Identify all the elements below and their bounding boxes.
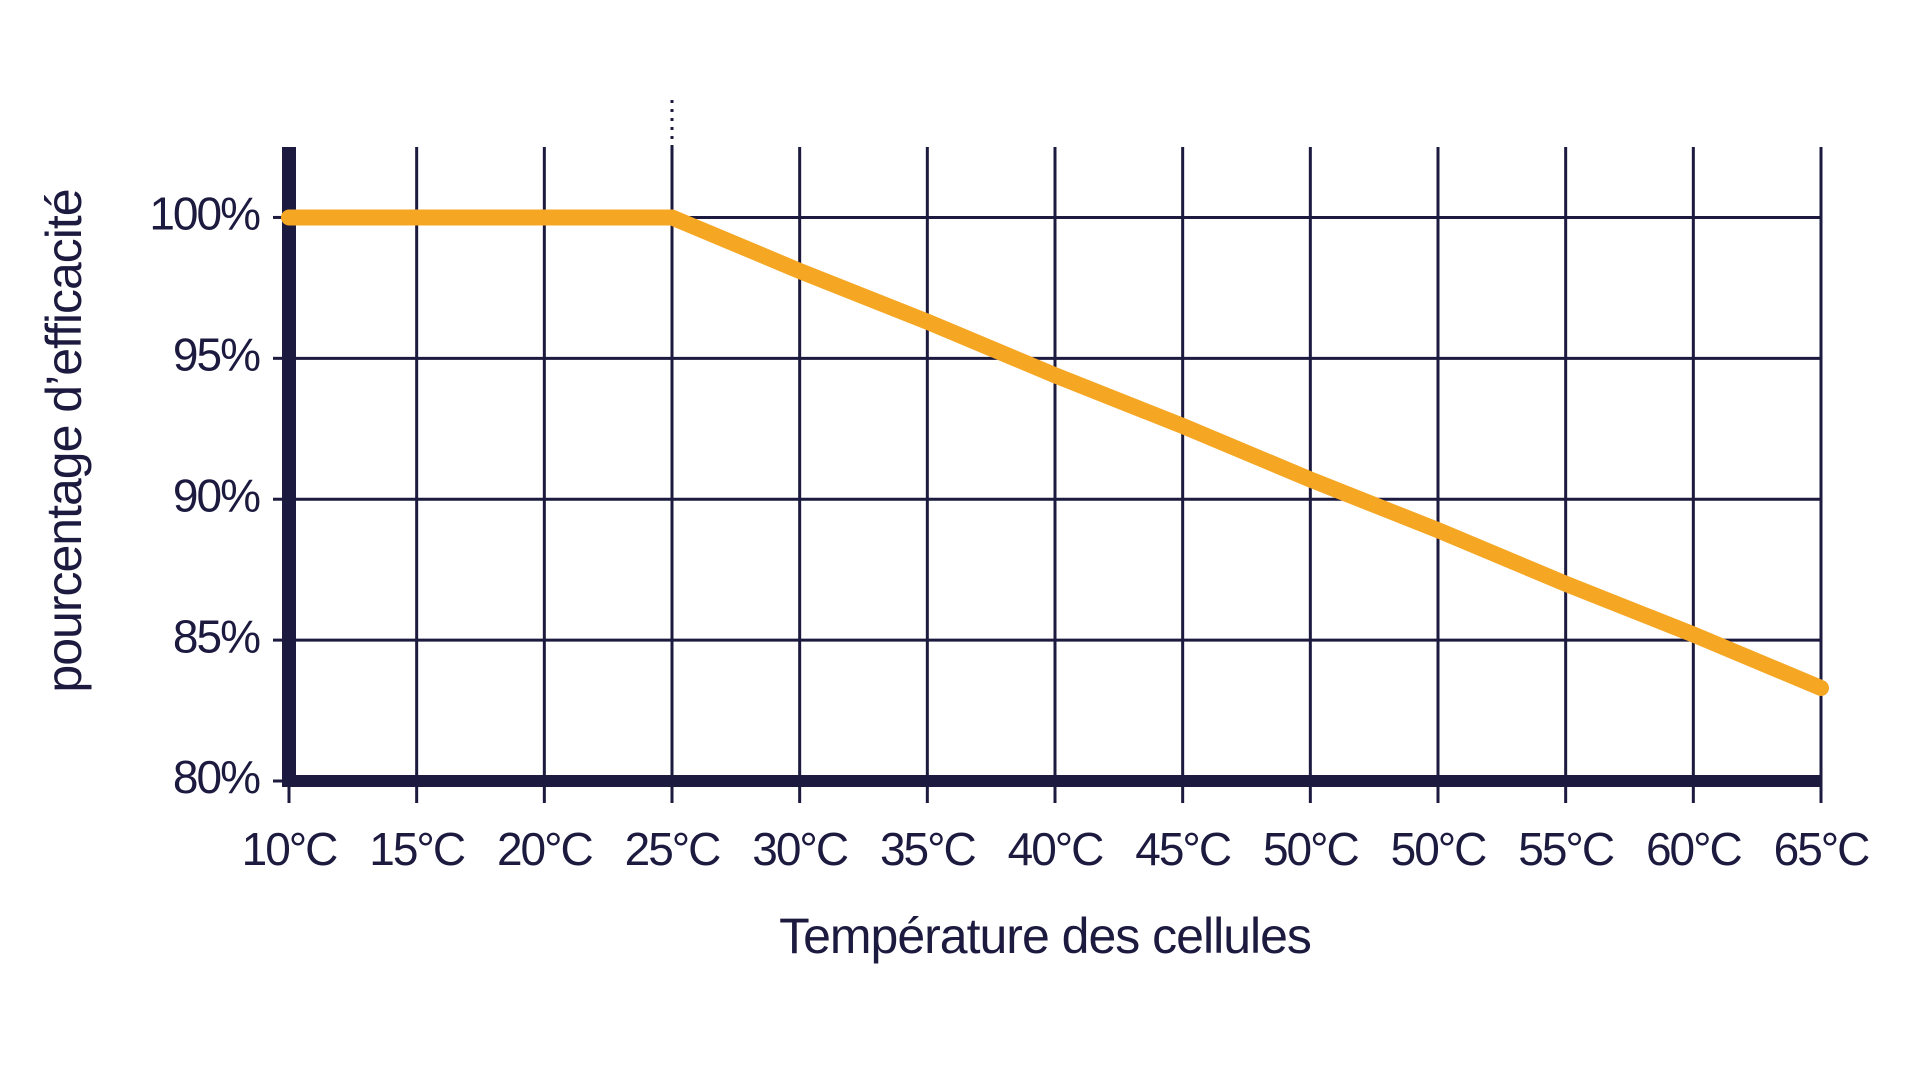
y-axis-title: pourcentage d’efficacité	[36, 189, 92, 692]
x-tick-label: 40°C	[1008, 823, 1104, 875]
y-tick-label: 100%	[149, 188, 260, 240]
x-tick-label: 30°C	[752, 823, 848, 875]
x-tick-label: 55°C	[1518, 823, 1614, 875]
x-tick-label: 20°C	[497, 823, 593, 875]
y-tick-label: 90%	[173, 469, 260, 521]
y-tick-label: 80%	[173, 751, 260, 803]
x-tick-label: 60°C	[1646, 823, 1742, 875]
y-tick-label: 85%	[173, 610, 260, 662]
x-tick-label: 45°C	[1135, 823, 1231, 875]
x-tick-label: 65°C	[1774, 823, 1870, 875]
x-axis-title: Température des cellules	[779, 908, 1311, 964]
x-tick-label: 25°C	[625, 823, 721, 875]
x-tick-label: 50°C	[1263, 823, 1359, 875]
x-tick-label: 50°C	[1391, 823, 1487, 875]
x-tick-label: 10°C	[242, 823, 338, 875]
x-tick-label: 35°C	[880, 823, 976, 875]
data-line	[281, 209, 1829, 697]
x-tick-label: 15°C	[369, 823, 465, 875]
y-tick-label: 95%	[173, 328, 260, 380]
